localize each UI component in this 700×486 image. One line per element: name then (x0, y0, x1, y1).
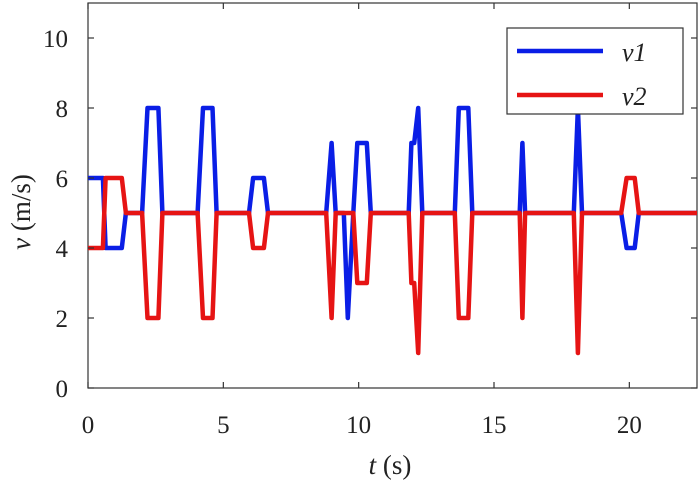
y-tick-label-6: 6 (56, 166, 69, 193)
x-axis-label-var: t (369, 450, 378, 480)
series-layer (88, 105, 697, 356)
plot-frame (87, 2, 698, 389)
y-tick-label-0: 0 (56, 376, 69, 403)
axes-box (87, 2, 698, 389)
y-tick-label-2: 2 (56, 306, 69, 333)
legend-box (506, 27, 684, 115)
x-tick-label-15: 15 (482, 412, 507, 439)
y-tick-label-8: 8 (56, 96, 69, 123)
x-axis-label-unit: (s) (376, 450, 411, 480)
legend-label-v1: v1 (622, 38, 647, 67)
ticks-layer: 0 5 10 15 20 0 2 4 6 8 10 (43, 3, 697, 439)
y-axis-label: v (m/s) (6, 174, 36, 250)
y-tick-label-4: 4 (56, 236, 69, 263)
series-line-v2 (88, 175, 697, 356)
x-tick-label-5: 5 (217, 412, 230, 439)
x-tick-label-10: 10 (346, 412, 371, 439)
legend: v1 v2 (506, 27, 684, 115)
legend-label-v2: v2 (622, 82, 647, 111)
x-tick-label-0: 0 (82, 412, 95, 439)
x-tick-label-20: 20 (617, 412, 642, 439)
y-tick-label-10: 10 (43, 26, 68, 53)
x-axis-label: t (s) (369, 450, 412, 480)
y-axis-label-var: v (6, 238, 36, 250)
y-axis-label-unit: (m/s) (6, 174, 36, 238)
